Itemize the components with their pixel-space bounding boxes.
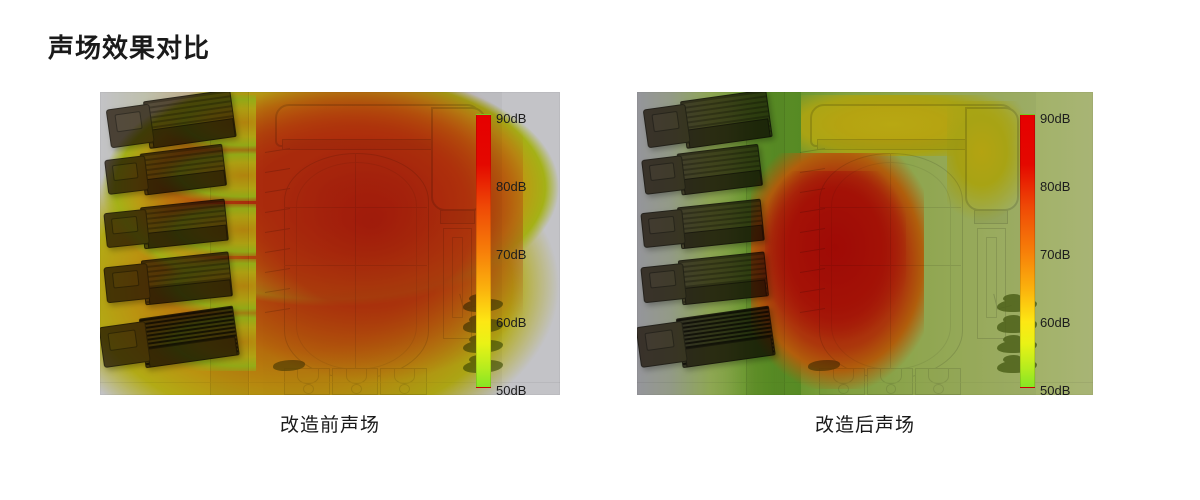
caption-after: 改造后声场 [814,415,915,436]
panel-after[interactable]: 90dB 80dB 70dB 60dB 50dB 改造后声场 [637,92,1093,436]
colorbar-tick-60: 60dB [496,315,527,330]
colorbar-tick-80: 80dB [496,179,527,194]
colorbar-tick-90: 90dB [496,111,527,126]
sound-field-overlay-after [637,92,1093,395]
heatmap-before[interactable]: 90dB 80dB 70dB 60dB 50dB [100,92,560,395]
panel-before[interactable]: 90dB 80dB 70dB 60dB 50dB 改造前声场 [100,92,560,436]
colorbar-before [476,114,491,388]
colorbar-tick-80: 80dB [1040,179,1071,194]
colorbar-tick-50: 50dB [496,383,527,395]
caption-before: 改造前声场 [279,415,380,436]
sound-field-overlay-before [100,92,560,395]
page-title: 声场效果对比 [48,33,211,63]
colorbar-tick-50: 50dB [1040,383,1071,395]
comparison-panels: 90dB 80dB 70dB 60dB 50dB 改造前声场 [0,92,1200,436]
colorbar-tick-70: 70dB [1040,247,1071,262]
colorbar-tick-90: 90dB [1040,111,1071,126]
heatmap-after[interactable]: 90dB 80dB 70dB 60dB 50dB [637,92,1093,395]
colorbar-tick-70: 70dB [496,247,527,262]
colorbar-after [1020,114,1035,388]
colorbar-tick-60: 60dB [1040,315,1071,330]
